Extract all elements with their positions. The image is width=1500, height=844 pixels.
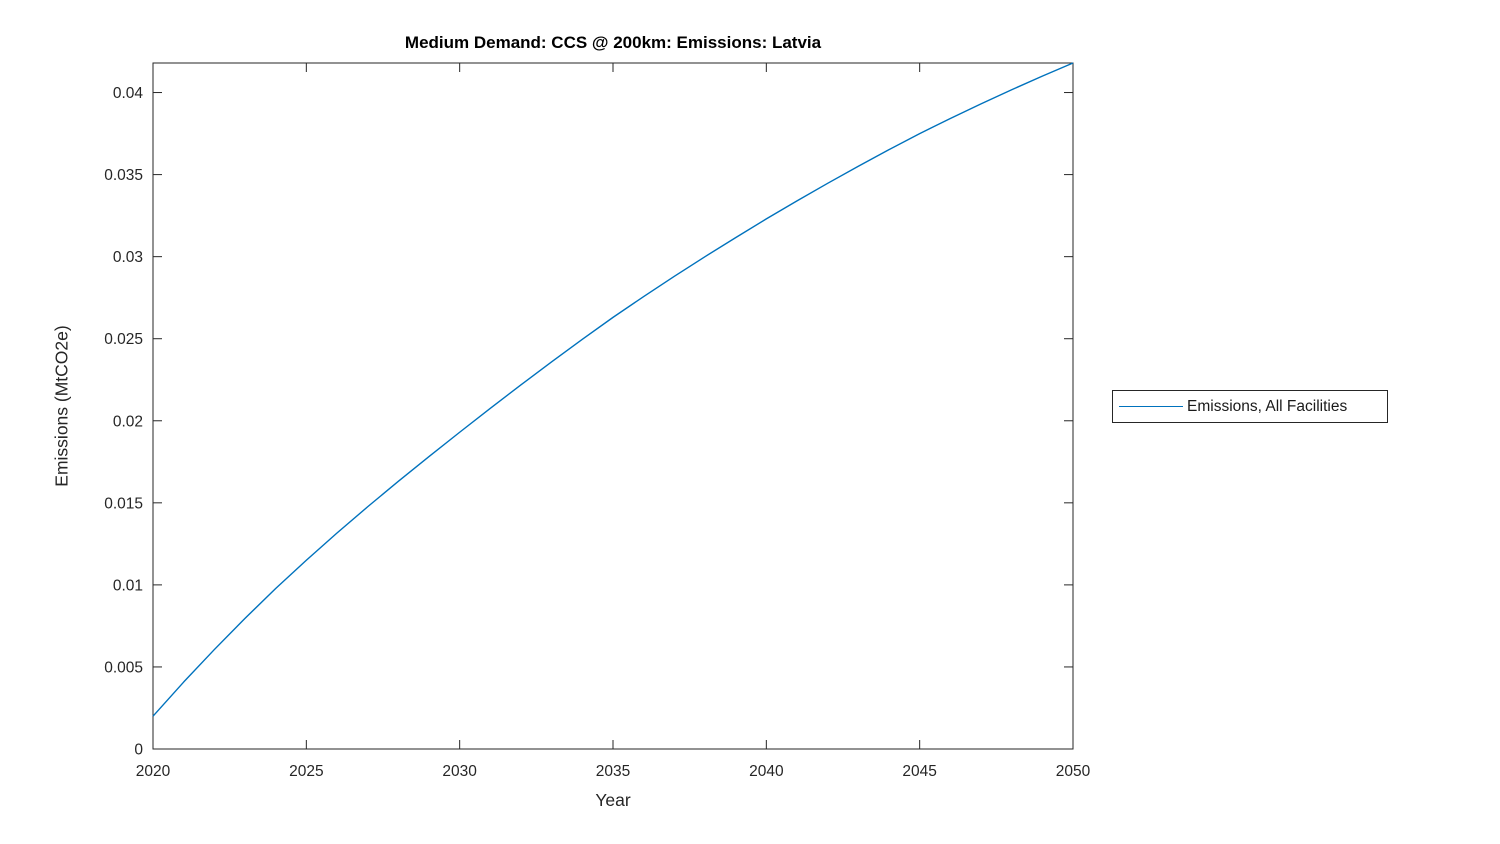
y-tick-label: 0.03 <box>113 249 143 266</box>
y-tick-label: 0.02 <box>113 413 143 430</box>
y-tick-label: 0.015 <box>104 495 143 512</box>
chart-title: Medium Demand: CCS @ 200km: Emissions: L… <box>404 33 822 52</box>
x-axis-label: Year <box>595 790 631 810</box>
y-tick-label: 0 <box>134 742 143 759</box>
y-tick-label: 0.01 <box>113 577 143 594</box>
x-tick-label: 2020 <box>136 763 171 780</box>
y-axis-label: Emissions (MtCO2e) <box>51 325 72 487</box>
y-tick-label: 0.025 <box>104 331 143 348</box>
axes-box <box>152 62 1074 750</box>
x-tick-label: 2035 <box>596 763 630 780</box>
emissions-line <box>152 62 1074 717</box>
y-tick-label: 0.035 <box>104 167 143 184</box>
x-tick-label: 2030 <box>442 763 477 780</box>
legend-line-sample <box>1119 406 1183 407</box>
legend-box: Emissions, All Facilities <box>1112 390 1388 423</box>
y-tick-label: 0.04 <box>113 85 144 102</box>
x-tick-label: 2025 <box>289 763 323 780</box>
y-tick-label: 0.005 <box>104 659 143 676</box>
legend-entry-label: Emissions, All Facilities <box>1187 397 1348 415</box>
x-tick-label: 2045 <box>902 763 936 780</box>
x-tick-label: 2050 <box>1056 763 1091 780</box>
x-tick-label: 2040 <box>749 763 784 780</box>
